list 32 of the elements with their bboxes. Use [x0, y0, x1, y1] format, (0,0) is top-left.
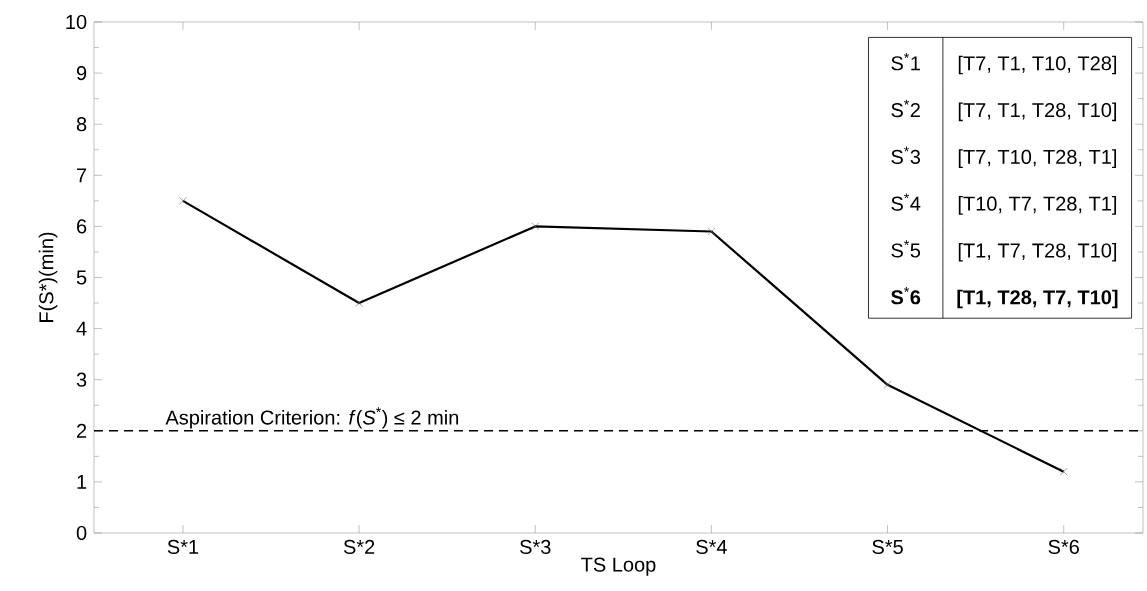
x-tick-label: S*6 [1048, 539, 1079, 555]
annotation: [T10, T7, T28, T1] [958, 196, 1117, 215]
x-tick-label: S*2 [343, 539, 375, 555]
annotation: [T7, T10, T28, T1] [958, 149, 1117, 168]
y-tick-label: 3 [76, 372, 87, 387]
y-tick-label: 9 [76, 66, 87, 81]
annotation: [T7, T1, T28, T10] [958, 102, 1117, 122]
y-tick-label: 10 [66, 14, 87, 30]
annotation: S$^{*}$1 [891, 53, 920, 71]
x-tick-label: S*4 [696, 539, 727, 555]
y-tick-label: 8 [76, 117, 87, 132]
y-tick-label: 2 [77, 423, 87, 438]
annotation: [T1, T28, T7, T10] [957, 289, 1118, 309]
annotation: S$^{*}$5 [891, 240, 921, 258]
annotation: [T7, T1, T10, T28] [958, 55, 1117, 75]
x-tick-label: S*3 [520, 539, 551, 555]
y-tick-label: 7 [77, 168, 87, 183]
y-tick-label: 0 [76, 525, 87, 541]
x-axis-title: TS Loop [581, 557, 656, 576]
ref-line-label: Aspiration Criterion: f(S$^{*}$) ≤ 2 min [165, 407, 459, 429]
y-axis-title: F(S*)(min) [38, 232, 58, 322]
annotation: S$^{*}$2 [891, 99, 920, 118]
annotation: S$^{*}$3 [891, 146, 921, 164]
y-tick-label: 4 [76, 321, 87, 336]
x-tick-label: S*1 [167, 539, 199, 555]
x-tick-label: S*5 [872, 539, 903, 555]
annotation: S$^{*}$4 [891, 193, 921, 211]
annotation: S$^{*}$6 [891, 287, 921, 305]
y-tick-label: 5 [76, 270, 87, 285]
y-tick-label: 6 [77, 219, 87, 234]
y-tick-label: 1 [77, 475, 87, 489]
annotation: [T1, T7, T28, T10] [958, 242, 1117, 262]
